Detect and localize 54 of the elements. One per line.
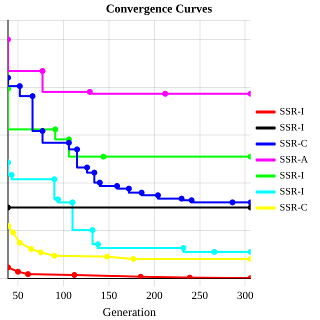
chart-title: Convergence Curves (106, 1, 212, 16)
point (180, 245, 186, 252)
point (154, 192, 161, 198)
point (40, 128, 46, 134)
point (66, 140, 72, 146)
point (188, 197, 195, 204)
point (84, 164, 90, 171)
x-tick-label: 200 (146, 290, 164, 302)
point (14, 268, 21, 275)
point (51, 252, 58, 259)
point (178, 196, 185, 202)
point (94, 241, 101, 248)
point (126, 186, 132, 192)
point (28, 246, 34, 252)
point (96, 180, 103, 186)
point (138, 190, 145, 196)
legend-label: SSR-I (280, 186, 304, 198)
x-tick-label: 150 (100, 290, 118, 302)
point (229, 199, 236, 206)
legend-label: SSR-A (280, 154, 309, 166)
point (71, 272, 78, 278)
legend-label: SSR-C (280, 202, 308, 214)
point (86, 88, 93, 95)
point (16, 240, 23, 246)
x-tick-label: 50 (12, 290, 24, 302)
point (130, 256, 136, 262)
x-tick-label: 100 (55, 290, 72, 302)
legend-label: SSR-I (280, 122, 304, 134)
legend-label: SSR-C (280, 138, 308, 150)
point (51, 176, 58, 182)
point (138, 274, 144, 278)
point (74, 146, 80, 152)
point (104, 254, 110, 260)
legend-label: SSR-I (280, 170, 304, 182)
x-tick-label: 250 (192, 290, 209, 302)
point (100, 154, 106, 160)
point (211, 248, 218, 255)
point (54, 196, 61, 202)
point (114, 182, 120, 189)
point (40, 68, 46, 74)
point (90, 227, 96, 234)
point (16, 83, 23, 90)
point (38, 249, 44, 256)
point (162, 90, 168, 97)
point (30, 93, 36, 100)
legend-label: SSR-I (280, 106, 304, 118)
point (70, 199, 76, 206)
point (24, 271, 31, 278)
point (91, 170, 98, 176)
point (10, 230, 16, 236)
x-axis-title: Generation (102, 304, 156, 319)
point (52, 126, 58, 132)
x-tick-label: 300 (236, 290, 254, 302)
point (8, 172, 15, 178)
